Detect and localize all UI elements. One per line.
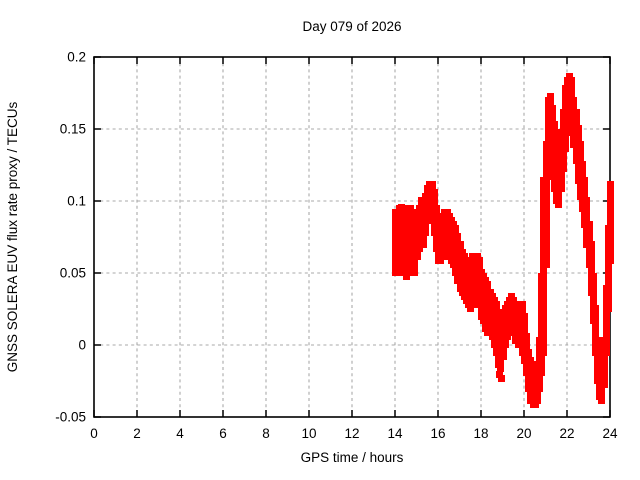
x-tick-label: 6	[219, 426, 227, 441]
x-tick-label: 2	[133, 426, 141, 441]
y-tick-label: 0	[78, 338, 86, 353]
x-tick-label: 0	[90, 426, 98, 441]
x-tick-label: 12	[344, 426, 359, 441]
x-tick-label: 16	[430, 426, 445, 441]
y-tick-label: 0.15	[60, 122, 86, 137]
y-tick-label: 0.05	[60, 266, 86, 281]
y-axis-label: GNSS SOLERA EUV flux rate proxy / TECUs	[5, 101, 20, 372]
x-tick-label: 22	[559, 426, 574, 441]
x-tick-label: 8	[262, 426, 270, 441]
x-tick-label: 10	[301, 426, 316, 441]
chart-title: Day 079 of 2026	[302, 19, 401, 34]
x-tick-label: 18	[473, 426, 488, 441]
data-points	[392, 73, 614, 408]
y-tick-label: 0.2	[67, 50, 86, 65]
y-tick-label: 0.1	[67, 194, 86, 209]
x-axis-label: GPS time / hours	[301, 450, 404, 465]
x-tick-label: 24	[602, 426, 618, 441]
y-tick-label: -0.05	[55, 410, 86, 425]
x-tick-label: 14	[387, 426, 403, 441]
tick-labels: 0 2 4 6 8 10 12 14 16 18 20 22 24-0.0500.050.10.150.…	[55, 50, 618, 442]
x-tick-label: 4	[176, 426, 184, 441]
grid-lines	[94, 57, 610, 417]
x-tick-label: 20	[516, 426, 531, 441]
